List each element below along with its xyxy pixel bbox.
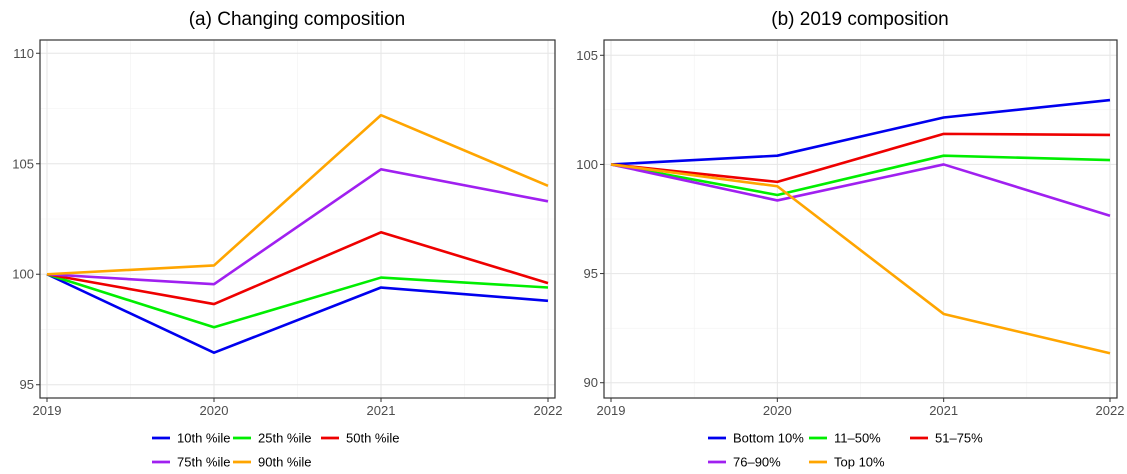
series-line bbox=[610, 154, 1111, 197]
legend-label: 10th %ile bbox=[177, 431, 230, 446]
series-line bbox=[610, 163, 1111, 355]
x-tick-label: 2022 bbox=[534, 403, 563, 418]
series-line bbox=[610, 132, 1111, 184]
x-tick-label: 2019 bbox=[597, 403, 626, 418]
series-line bbox=[46, 273, 549, 329]
y-tick-label: 95 bbox=[20, 377, 34, 392]
chart-title: (a) Changing composition bbox=[189, 9, 406, 30]
x-tick-label: 2022 bbox=[1096, 403, 1125, 418]
legend-label: 51–75% bbox=[935, 431, 983, 446]
y-tick-label: 110 bbox=[13, 46, 34, 61]
y-tick-label: 95 bbox=[584, 266, 598, 281]
x-tick-label: 2020 bbox=[200, 403, 229, 418]
legend-label: Top 10% bbox=[834, 455, 885, 470]
x-tick-label: 2021 bbox=[367, 403, 396, 418]
legend-label: 75th %ile bbox=[177, 455, 230, 470]
legend-label: 90th %ile bbox=[258, 455, 311, 470]
y-tick-label: 100 bbox=[576, 157, 598, 172]
series-line bbox=[46, 230, 549, 306]
x-tick-label: 2020 bbox=[763, 403, 792, 418]
x-tick-label: 2019 bbox=[33, 403, 62, 418]
legend-label: 25th %ile bbox=[258, 431, 311, 446]
panel-2019-composition: (b) 2019 composition 90 95 100 105 2019 2020 20… bbox=[576, 9, 1124, 470]
legend-label: 76–90% bbox=[733, 455, 781, 470]
series-line bbox=[610, 98, 1111, 166]
y-tick-label: 105 bbox=[12, 156, 34, 171]
legend-label: 50th %ile bbox=[346, 431, 399, 446]
panel-changing-composition: (a) Changing composition 95 100 105 110 2019 2… bbox=[12, 9, 562, 470]
series-line bbox=[46, 113, 549, 276]
x-tick-label: 2021 bbox=[929, 403, 958, 418]
y-tick-label: 90 bbox=[584, 375, 598, 390]
series-line bbox=[610, 163, 1111, 217]
chart-title: (b) 2019 composition bbox=[771, 9, 948, 30]
legend-label: 11–50% bbox=[834, 431, 881, 446]
plot-border bbox=[603, 39, 1118, 399]
series-line bbox=[46, 273, 549, 355]
series-line bbox=[46, 167, 549, 286]
y-tick-label: 105 bbox=[576, 48, 598, 63]
legend-label: Bottom 10% bbox=[733, 431, 804, 446]
y-tick-label: 100 bbox=[12, 267, 34, 282]
plot-border bbox=[39, 39, 556, 399]
